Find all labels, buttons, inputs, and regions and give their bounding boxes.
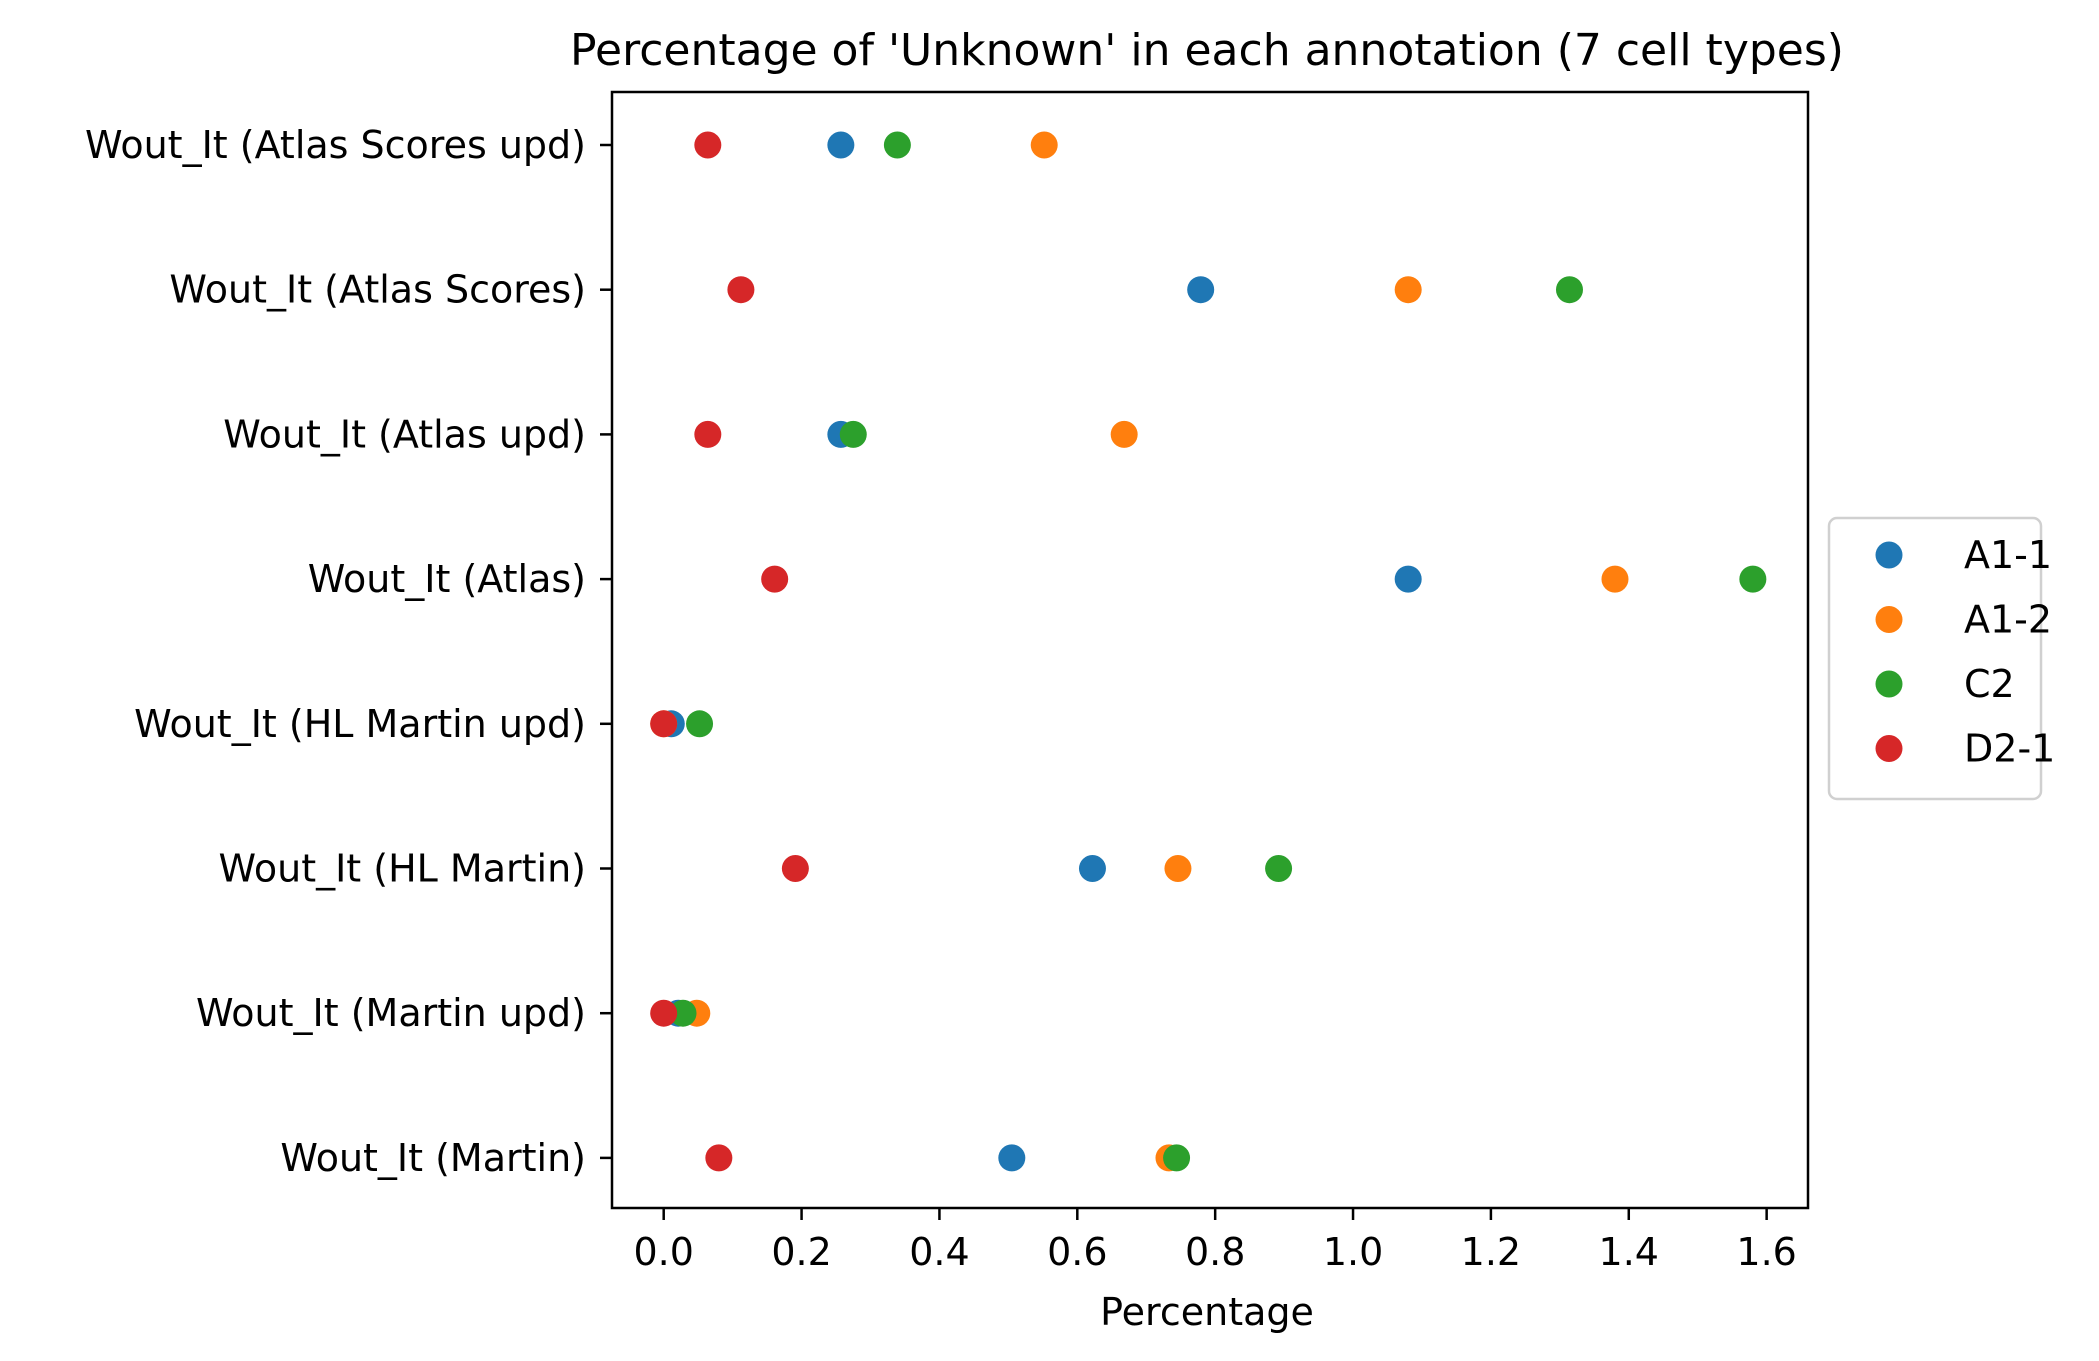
x-tick-label: 0.6 xyxy=(1047,1230,1107,1274)
x-tick-label: 1.4 xyxy=(1599,1230,1659,1274)
x-tick-label: 1.0 xyxy=(1323,1230,1383,1274)
data-point xyxy=(827,131,855,159)
x-tick-label: 0.2 xyxy=(771,1230,831,1274)
legend: A1-1 A1-2 C2 D2-1 xyxy=(1827,516,2055,801)
data-point xyxy=(650,999,678,1027)
y-tick-label: Wout_It (Atlas Scores) xyxy=(169,268,586,312)
y-tick-label: Wout_It (Martin) xyxy=(280,1136,586,1180)
data-point xyxy=(1187,276,1215,304)
x-axis-label: Percentage xyxy=(1100,1290,1314,1334)
y-tick-label: Wout_It (Atlas) xyxy=(308,557,586,601)
data-point xyxy=(669,999,697,1027)
legend-marker xyxy=(1875,670,1903,698)
x-tick-label: 0.4 xyxy=(909,1230,969,1274)
x-tick-label: 1.6 xyxy=(1736,1230,1796,1274)
x-tick-label: 0.0 xyxy=(633,1230,693,1274)
plot-frame xyxy=(610,90,1810,1210)
series-A1-1 xyxy=(657,131,1422,1172)
data-point xyxy=(998,1144,1026,1172)
data-point xyxy=(761,565,789,593)
chart-title: Percentage of 'Unknown' in each annotati… xyxy=(570,25,1844,76)
data-point xyxy=(1030,131,1058,159)
legend-frame xyxy=(1827,516,2043,801)
data-point xyxy=(1110,420,1138,448)
data-point xyxy=(1555,276,1583,304)
data-point xyxy=(1394,565,1422,593)
data-point xyxy=(1601,565,1629,593)
series-D2-1 xyxy=(650,131,809,1172)
data-point xyxy=(883,131,911,159)
data-point xyxy=(686,710,714,738)
legend-marker xyxy=(1875,541,1903,569)
data-point xyxy=(705,1144,733,1172)
data-point xyxy=(694,420,722,448)
data-point xyxy=(650,710,678,738)
data-point xyxy=(839,420,867,448)
data-point xyxy=(781,855,809,882)
legend-marker xyxy=(1875,735,1903,762)
data-point xyxy=(1164,855,1192,882)
series-C2 xyxy=(669,131,1767,1172)
data-point xyxy=(1394,276,1422,304)
y-tick-label: Wout_It (Atlas upd) xyxy=(223,412,586,456)
data-point xyxy=(694,131,722,159)
y-tick-label: Wout_It (HL Martin upd) xyxy=(134,702,586,746)
y-tick-label: Wout_It (HL Martin) xyxy=(219,847,586,891)
series-A1-2 xyxy=(650,131,1629,1172)
legend-label: D2-1 xyxy=(1964,727,2055,771)
legend-label: A1-1 xyxy=(1964,533,2052,577)
legend-label: A1-2 xyxy=(1964,598,2052,642)
x-tick-label: 0.8 xyxy=(1185,1230,1245,1274)
data-point xyxy=(1265,855,1293,882)
data-point xyxy=(1739,565,1767,593)
y-tick-label: Wout_It (Atlas Scores upd) xyxy=(85,123,586,167)
legend-marker xyxy=(1875,606,1903,633)
y-tick-label: Wout_It (Martin upd) xyxy=(196,991,586,1035)
x-tick-label: 1.2 xyxy=(1461,1230,1521,1274)
data-point xyxy=(1163,1144,1191,1172)
data-point xyxy=(1078,855,1106,882)
data-point xyxy=(727,276,755,304)
plot-area: Wout_It (Atlas Scores upd) Wout_It (Atlas… xyxy=(85,90,1810,1274)
legend-label: C2 xyxy=(1964,662,2015,706)
